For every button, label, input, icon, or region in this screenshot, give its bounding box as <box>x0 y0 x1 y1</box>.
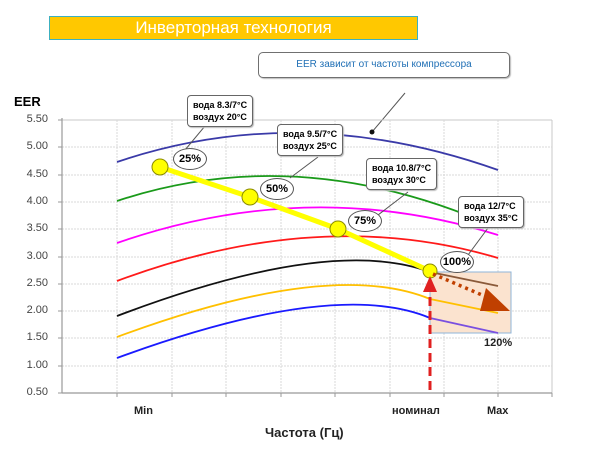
operating-line <box>157 164 433 274</box>
note-air: воздух 20°C <box>193 112 247 122</box>
y-tick: 2.50 <box>26 277 48 289</box>
pct-50: 50% <box>260 178 294 200</box>
note-air: воздух 35°C <box>464 213 518 223</box>
note-air: воздух 25°C <box>283 141 337 151</box>
y-tick: 2.00 <box>26 304 48 316</box>
x-axis-title: Частота (Гц) <box>265 425 344 440</box>
y-tick: 4.50 <box>26 168 48 180</box>
y-tick: 4.00 <box>26 195 48 207</box>
condition-note-50: вода 9.5/7°C воздух 25°C <box>277 124 344 156</box>
note-water: вода 8.3/7°C <box>193 100 248 110</box>
x-tick-nominal: номинал <box>392 405 440 417</box>
pct-75: 75% <box>348 210 382 232</box>
y-tick: 1.00 <box>26 359 48 371</box>
note-water: вода 10.8/7°C <box>372 163 432 173</box>
y-tick: 1.50 <box>26 331 48 343</box>
condition-note-25: вода 8.3/7°C воздух 20°C <box>187 95 254 127</box>
note-water: вода 9.5/7°C <box>283 129 338 139</box>
condition-note-100: вода 12/7°C воздух 35°C <box>458 196 524 228</box>
overload-arrow <box>480 288 510 311</box>
plot-grid <box>58 118 553 397</box>
note-water: вода 12/7°C <box>464 201 516 211</box>
y-axis-title: EER <box>14 94 41 109</box>
condition-note-75: вода 10.8/7°C воздух 30°C <box>366 158 438 190</box>
x-tick-max: Max <box>487 405 509 417</box>
eer-callout: EER зависит от частоты компрессора <box>258 52 510 78</box>
pct-100: 100% <box>440 251 474 273</box>
y-tick: 3.50 <box>26 222 48 234</box>
overload-label: 120% <box>484 337 513 349</box>
y-tick: 5.50 <box>26 113 48 125</box>
page-title: Инверторная технология <box>49 16 418 40</box>
x-tick-min: Min <box>134 405 153 417</box>
note-air: воздух 30°C <box>372 175 426 185</box>
y-tick: 3.00 <box>26 250 48 262</box>
y-tick: 5.00 <box>26 140 48 152</box>
pct-25: 25% <box>173 148 207 170</box>
y-tick: 0.50 <box>26 386 48 398</box>
